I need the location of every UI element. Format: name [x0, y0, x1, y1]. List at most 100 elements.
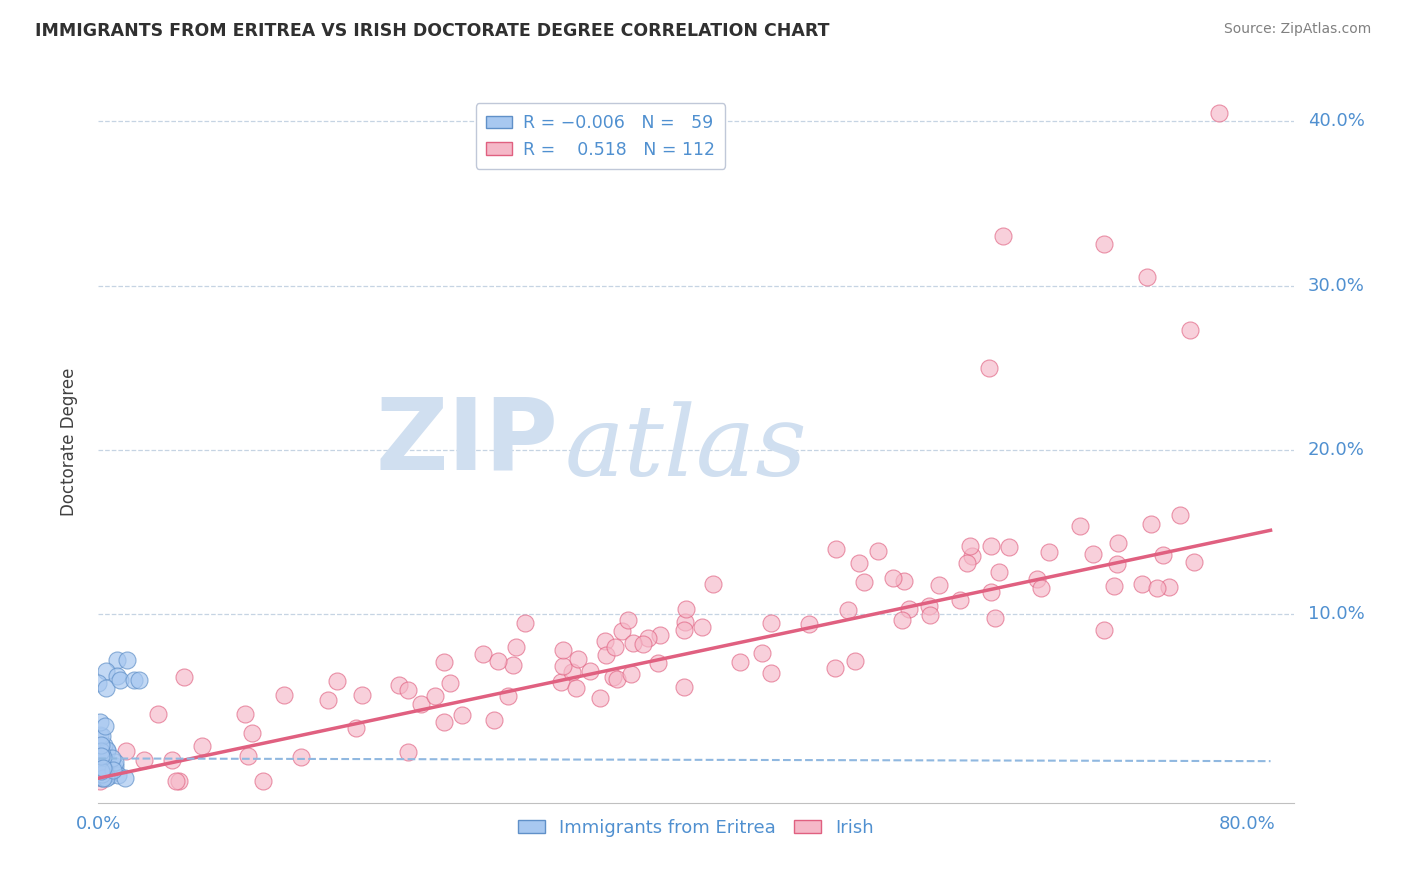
Point: [115, 743, 138, 757]
Point: [621, 636, 644, 650]
Point: [233, 707, 256, 722]
Point: [423, 690, 446, 704]
Point: [1031, 582, 1053, 596]
Point: [89, 774, 111, 789]
Point: [1168, 508, 1191, 523]
Point: [589, 690, 612, 705]
Point: [620, 667, 643, 681]
Point: [93, 766, 115, 780]
Point: [96, 744, 118, 758]
Text: 40.0%: 40.0%: [1308, 112, 1365, 130]
Point: [702, 576, 724, 591]
Point: [1157, 581, 1180, 595]
Point: [91, 760, 114, 774]
Point: [993, 229, 1015, 244]
Point: [553, 642, 575, 657]
Point: [998, 540, 1021, 554]
Point: [91, 761, 114, 775]
Point: [1026, 572, 1049, 586]
Point: [1069, 519, 1091, 533]
Point: [94, 719, 117, 733]
Point: [1152, 549, 1174, 563]
Point: [104, 756, 127, 770]
Text: ZIP: ZIP: [375, 393, 558, 490]
Point: [825, 541, 848, 556]
Point: [984, 610, 1007, 624]
Point: [107, 768, 129, 782]
Point: [91, 729, 114, 743]
Point: [848, 556, 870, 570]
Point: [326, 674, 349, 689]
Point: [977, 360, 1000, 375]
Text: 20.0%: 20.0%: [1308, 441, 1365, 458]
Point: [90, 769, 112, 783]
Point: [928, 578, 950, 592]
Point: [690, 619, 713, 633]
Point: [90, 744, 112, 758]
Point: [451, 707, 474, 722]
Point: [637, 631, 659, 645]
Point: [115, 653, 138, 667]
Point: [1105, 557, 1128, 571]
Point: [96, 768, 118, 782]
Point: [578, 664, 600, 678]
Y-axis label: Doctorate Degree: Doctorate Degree: [59, 368, 77, 516]
Point: [90, 749, 112, 764]
Point: [488, 654, 510, 668]
Point: [612, 624, 634, 638]
Point: [165, 774, 187, 789]
Point: [96, 767, 118, 781]
Point: [602, 670, 624, 684]
Point: [1208, 106, 1230, 120]
Point: [90, 768, 112, 782]
Point: [94, 665, 117, 679]
Point: [96, 743, 118, 757]
Point: [959, 539, 981, 553]
Point: [146, 706, 169, 721]
Point: [94, 764, 117, 778]
Point: [433, 655, 456, 669]
Point: [672, 623, 695, 637]
Point: [824, 661, 846, 675]
Point: [1038, 545, 1060, 559]
Point: [955, 557, 977, 571]
Point: [236, 749, 259, 764]
Point: [90, 738, 112, 752]
Point: [114, 771, 136, 785]
Point: [108, 673, 131, 687]
Point: [89, 715, 111, 730]
Point: [898, 602, 921, 616]
Point: [87, 764, 110, 779]
Point: [316, 693, 339, 707]
Point: [673, 615, 696, 630]
Point: [91, 749, 114, 764]
Point: [90, 771, 112, 785]
Point: [595, 648, 617, 662]
Point: [1107, 536, 1129, 550]
Point: [987, 565, 1010, 579]
Point: [1081, 547, 1104, 561]
Point: [94, 771, 117, 785]
Point: [799, 616, 821, 631]
Point: [90, 757, 112, 772]
Point: [675, 601, 697, 615]
Point: [502, 658, 524, 673]
Point: [616, 613, 638, 627]
Text: 10.0%: 10.0%: [1308, 605, 1365, 623]
Point: [350, 689, 373, 703]
Point: [852, 574, 875, 589]
Point: [290, 750, 312, 764]
Point: [980, 539, 1002, 553]
Point: [94, 767, 117, 781]
Text: IMMIGRANTS FROM ERITREA VS IRISH DOCTORATE DEGREE CORRELATION CHART: IMMIGRANTS FROM ERITREA VS IRISH DOCTORA…: [35, 22, 830, 40]
Point: [101, 763, 124, 777]
Point: [87, 770, 110, 784]
Text: Source: ZipAtlas.com: Source: ZipAtlas.com: [1223, 22, 1371, 37]
Point: [124, 673, 146, 687]
Point: [1130, 576, 1153, 591]
Point: [89, 727, 111, 741]
Point: [346, 721, 368, 735]
Point: [893, 574, 915, 589]
Text: 30.0%: 30.0%: [1308, 277, 1365, 294]
Point: [104, 758, 127, 772]
